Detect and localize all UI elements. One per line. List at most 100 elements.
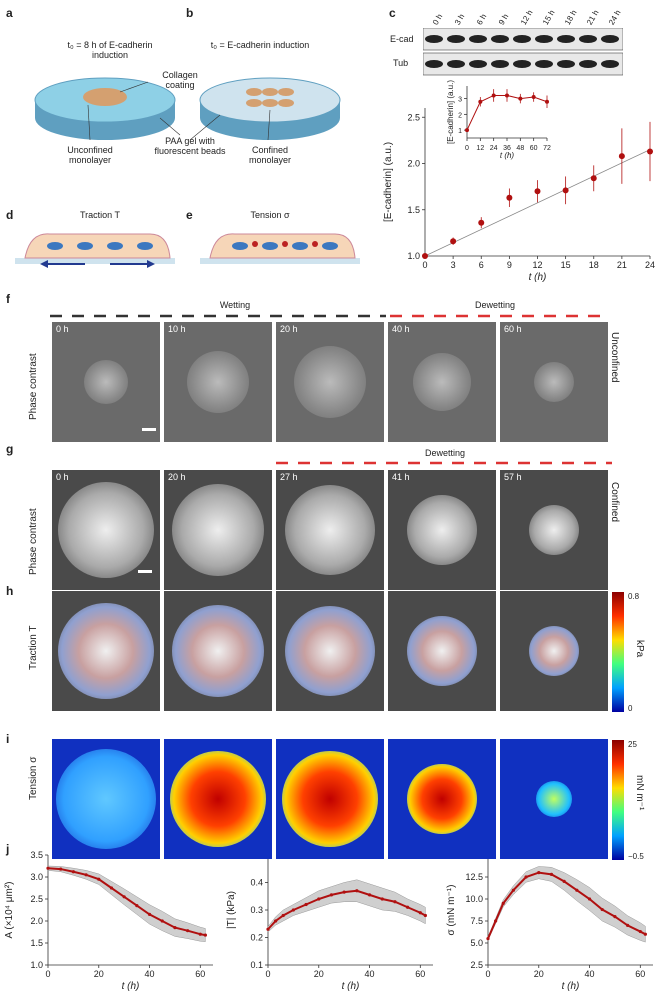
x-tick-label: 20 — [94, 969, 104, 979]
x-tick-label: 15 — [561, 260, 571, 270]
f-image-3: 40 h — [388, 322, 496, 442]
blot-band-tub — [557, 60, 575, 68]
timepoint-label: 0 h — [56, 472, 69, 482]
panel-b-t0: t₀ = E-cadherin induction — [210, 40, 310, 50]
blot-time-label: 18 h — [563, 8, 579, 27]
cell-colony — [172, 605, 264, 697]
data-point — [575, 888, 579, 892]
f-image-2: 20 h — [276, 322, 384, 442]
series-line — [47, 867, 206, 937]
error-band — [487, 866, 646, 943]
western-blot — [423, 28, 623, 76]
h-image-3 — [388, 591, 496, 711]
g-image-1: 20 h — [164, 470, 272, 590]
timepoint-label: 10 h — [168, 324, 186, 334]
panel-label-h: h — [6, 584, 14, 598]
blot-band-tub — [579, 60, 597, 68]
data-point — [203, 933, 207, 937]
y-tick-label: 7.5 — [470, 916, 483, 926]
x-tick-label: 0 — [422, 260, 427, 270]
y-axis-label: [E-cadherin] (a.u.) — [446, 80, 455, 144]
y-tick-label: 2.5 — [30, 894, 43, 904]
data-point — [329, 893, 334, 897]
dewetting-label-g: Dewetting — [424, 448, 466, 458]
y-tick-label: 2.5 — [470, 960, 483, 970]
data-point — [647, 148, 653, 155]
i-image-0 — [52, 739, 160, 859]
data-point — [518, 96, 523, 101]
timepoint-label: 20 h — [280, 324, 298, 334]
x-tick-label: 48 — [516, 145, 524, 152]
blot-time-label: 9 h — [497, 12, 511, 27]
y-tick-label: 12.5 — [465, 872, 483, 882]
y-tick-label: 1 — [458, 128, 462, 135]
blot-band-ecad — [557, 35, 575, 43]
y-tick-label: 1.5 — [30, 938, 43, 948]
panel-label-d: d — [6, 208, 14, 222]
blot-band-ecad — [535, 35, 553, 43]
wetting-label: Wetting — [219, 300, 251, 310]
x-axis-label: t (h) — [562, 981, 580, 992]
y-tick-label: 2.5 — [407, 112, 420, 122]
y-axis-label: σ (mN m⁻¹) — [446, 885, 457, 936]
y-axis-label: [E-cadherin] (a.u.) — [383, 142, 394, 222]
colorbar-i-top: 25 — [628, 740, 637, 749]
panel-d-title: Traction T — [79, 210, 120, 220]
data-point — [380, 897, 384, 901]
y-tick-label: 0.3 — [250, 905, 263, 915]
x-tick-label: 21 — [617, 260, 627, 270]
cell-colony — [84, 360, 128, 404]
blot-band-tub — [447, 60, 465, 68]
blot-time-label: 15 h — [541, 8, 557, 27]
f-image-0: 0 h — [52, 322, 160, 442]
row-g-right-label: Confined — [609, 482, 620, 523]
data-point — [135, 904, 139, 908]
g-image-2: 27 h — [276, 470, 384, 590]
y-tick-label: 2 — [458, 112, 462, 119]
h-image-0 — [52, 591, 160, 711]
x-tick-label: 20 — [534, 969, 544, 979]
timepoint-label: 57 h — [504, 472, 522, 482]
data-point — [549, 872, 554, 876]
data-point — [524, 875, 528, 879]
tension-map-blob — [536, 781, 572, 817]
y-tick-label: 0.2 — [250, 933, 263, 943]
fit-line — [424, 149, 651, 257]
unconfined-monolayer-shape — [83, 88, 127, 106]
cell-colony — [529, 505, 579, 555]
x-tick-label: 18 — [589, 260, 599, 270]
blot-time-label: 21 h — [585, 8, 601, 27]
data-point — [266, 927, 270, 931]
x-tick-label: 40 — [365, 969, 375, 979]
row-h-side-label: Traction T — [28, 625, 39, 670]
cell-colony — [58, 482, 154, 578]
colorbar-h — [612, 592, 624, 712]
schematic-de — [15, 233, 360, 268]
panel-label-e: e — [186, 208, 193, 222]
blot-time-label: 3 h — [453, 12, 467, 27]
collagen-label: Collagen coating — [162, 70, 198, 90]
x-tick-label: 3 — [451, 260, 456, 270]
y-tick-label: 10.0 — [465, 894, 483, 904]
y-tick-label: 3.5 — [30, 850, 43, 860]
tension-map-blob — [407, 764, 477, 834]
data-point — [59, 867, 63, 871]
data-point — [418, 911, 422, 915]
data-point — [274, 919, 278, 923]
data-point — [478, 219, 485, 226]
data-point — [501, 901, 505, 905]
data-point — [562, 879, 566, 883]
blot-time-label: 12 h — [519, 8, 535, 27]
blot-tub-label: Tub — [393, 58, 409, 68]
tension-map-blob — [282, 751, 378, 847]
g-image-3: 41 h — [388, 470, 496, 590]
data-point — [317, 897, 321, 901]
x-tick-label: 20 — [314, 969, 324, 979]
x-tick-label: 36 — [503, 145, 511, 152]
x-tick-label: 24 — [490, 145, 498, 152]
y-axis-label: |T| (kPa) — [226, 891, 237, 929]
colorbar-h-bottom: 0 — [628, 704, 633, 713]
schematic-ab — [34, 77, 341, 141]
blot-ecad-label: E-cad — [390, 34, 414, 44]
cell-colony — [187, 351, 249, 413]
